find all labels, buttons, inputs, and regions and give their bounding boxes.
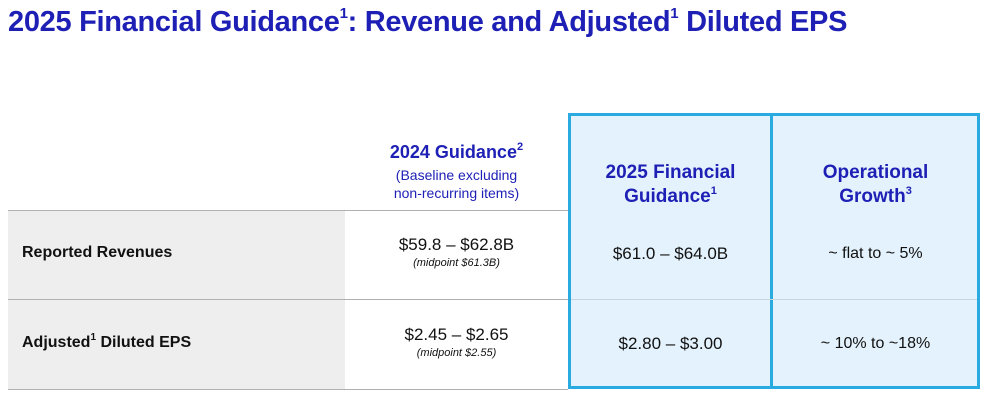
row-label-text: Reported Revenues	[22, 244, 173, 261]
title-part-2: : Revenue and Adjusted	[347, 6, 671, 38]
value-eps-2025: $2.80 – $3.00	[618, 334, 723, 353]
cell-revenue-2024: $59.8 – $62.8B (midpoint $61.3B)	[345, 235, 568, 269]
title-footnote-1: 1	[339, 5, 348, 22]
value-revenue-2025: $61.0 – $64.0B	[612, 244, 729, 263]
page-title: 2025 Financial Guidance1: Revenue and Ad…	[8, 6, 847, 39]
row-label-footnote: 1	[90, 332, 97, 343]
title-part-1: 2025 Financial Guidance	[8, 6, 340, 38]
title-part-3: Diluted EPS	[678, 6, 848, 38]
table-bottom-rule	[8, 389, 568, 390]
column-header-2024-guidance: 2024 Guidance2 (Baseline excluding non-r…	[345, 142, 568, 202]
column-header-2025-guidance: 2025 Financial Guidance1	[571, 161, 770, 209]
cell-eps-2024: $2.45 – $2.65 (midpoint $2.55)	[345, 325, 568, 359]
column-header-2024-footnote: 2	[516, 141, 524, 153]
column-header-2024-text: 2024 Guidance	[389, 142, 517, 162]
value-eps-2024: $2.45 – $2.65	[404, 325, 509, 344]
column-header-2024-subtitle-2: non-recurring items)	[393, 185, 520, 201]
column-header-2024-subtitle-1: (Baseline excluding	[395, 167, 518, 183]
midpoint-revenue-2024: (midpoint $61.3B)	[413, 257, 500, 269]
column-header-2025-footnote: 1	[710, 185, 717, 197]
row-label-band	[8, 210, 345, 390]
cell-eps-growth: ~ 10% to ~18%	[773, 335, 978, 353]
highlight-column-divider	[770, 113, 773, 389]
column-header-growth-line-2: Growth3	[773, 185, 978, 209]
cell-eps-2025: $2.80 – $3.00	[571, 334, 770, 354]
highlight-row-divider	[571, 299, 977, 300]
cell-revenue-2025: $61.0 – $64.0B	[571, 244, 770, 264]
column-header-2025-line-2: Guidance1	[571, 185, 770, 209]
column-header-2025-text: Guidance	[624, 186, 711, 207]
column-header-2024-title: 2024 Guidance2	[345, 142, 568, 163]
midpoint-eps-2024: (midpoint $2.55)	[416, 347, 497, 359]
row-divider	[8, 299, 568, 300]
column-header-operational-growth: Operational Growth3	[773, 161, 978, 209]
table-top-rule	[8, 210, 568, 211]
title-footnote-2: 1	[670, 5, 679, 22]
row-label-adjusted-diluted-eps: Adjusted1 Diluted EPS	[22, 332, 192, 352]
value-eps-growth: ~ 10% to ~18%	[820, 335, 931, 352]
column-header-growth-footnote: 3	[905, 185, 912, 197]
value-revenue-growth: ~ flat to ~ 5%	[828, 245, 923, 262]
column-header-2025-line-1: 2025 Financial	[605, 162, 736, 183]
value-revenue-2024: $59.8 – $62.8B	[398, 235, 515, 254]
cell-revenue-growth: ~ flat to ~ 5%	[773, 245, 978, 263]
row-label-tail: Diluted EPS	[96, 334, 192, 351]
column-header-growth-text: Growth	[839, 186, 906, 207]
row-label-text: Adjusted	[22, 334, 91, 351]
column-header-growth-line-1: Operational	[822, 162, 929, 183]
row-label-reported-revenues: Reported Revenues	[22, 244, 172, 262]
guidance-2025-highlight-box	[568, 113, 980, 389]
